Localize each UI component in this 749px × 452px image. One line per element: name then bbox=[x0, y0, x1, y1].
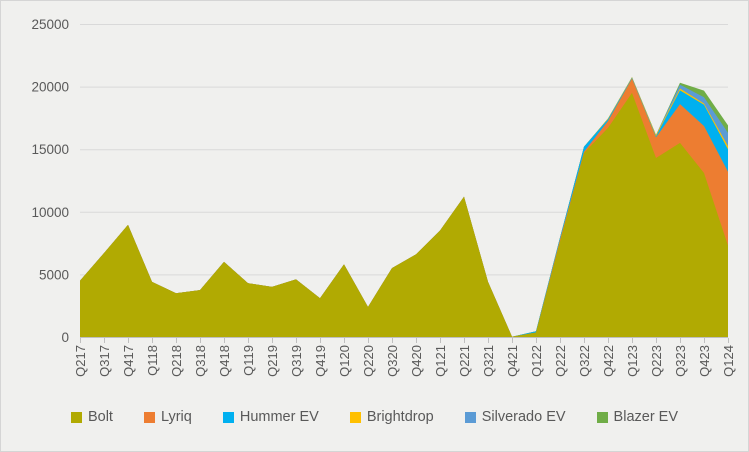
chart-legend: Bolt Lyriq Hummer EV Brightdrop Silverad… bbox=[1, 402, 748, 432]
x-axis-label-q222: Q222 bbox=[553, 345, 568, 377]
x-axis-label-q319: Q319 bbox=[289, 345, 304, 377]
x-axis-label-q318: Q318 bbox=[193, 345, 208, 377]
legend-item-silverado-ev[interactable]: Silverado EV bbox=[464, 409, 566, 425]
x-axis-label-q417: Q417 bbox=[121, 345, 136, 377]
legend-label-bolt: Bolt bbox=[87, 409, 113, 425]
legend-label-blazer-ev: Blazer EV bbox=[613, 409, 679, 425]
x-axis-label-q122: Q122 bbox=[529, 345, 544, 377]
x-axis-label-q323: Q323 bbox=[673, 345, 688, 377]
legend-swatch-silverado-ev bbox=[464, 411, 476, 423]
legend-swatch-brightdrop bbox=[349, 411, 361, 423]
x-axis-label-q221: Q221 bbox=[457, 345, 472, 377]
x-axis-label-q124: Q124 bbox=[721, 345, 736, 377]
legend-item-blazer-ev[interactable]: Blazer EV bbox=[596, 409, 679, 425]
legend-label-hummer-ev: Hummer EV bbox=[239, 409, 319, 425]
x-axis-label-q317: Q317 bbox=[97, 345, 112, 377]
x-axis-label-q118: Q118 bbox=[145, 345, 160, 376]
y-axis-label-5000: 5000 bbox=[39, 267, 69, 282]
legend-swatch-bolt bbox=[70, 411, 82, 423]
area-series-bolt[interactable] bbox=[80, 92, 728, 338]
x-axis-label-q321: Q321 bbox=[481, 345, 496, 377]
x-axis-label-q420: Q420 bbox=[409, 345, 424, 377]
x-axis-label-q223: Q223 bbox=[649, 345, 664, 377]
x-axis-label-q218: Q218 bbox=[169, 345, 184, 377]
legend-label-silverado-ev: Silverado EV bbox=[481, 409, 566, 425]
legend-item-bolt[interactable]: Bolt bbox=[70, 409, 113, 425]
x-axis-label-q423: Q423 bbox=[697, 345, 712, 377]
legend-label-lyriq: Lyriq bbox=[160, 409, 192, 425]
x-axis-label-q121: Q121 bbox=[433, 345, 448, 377]
x-axis-label-q421: Q421 bbox=[505, 345, 520, 377]
x-axis-label-q322: Q322 bbox=[577, 345, 592, 377]
x-axis-label-q320: Q320 bbox=[385, 345, 400, 377]
legend-swatch-lyriq bbox=[143, 411, 155, 423]
y-axis-label-20000: 20000 bbox=[31, 80, 69, 95]
y-axis-label-10000: 10000 bbox=[31, 205, 69, 220]
x-axis-label-q120: Q120 bbox=[337, 345, 352, 377]
x-axis-label-q219: Q219 bbox=[265, 345, 280, 377]
plot-svg: 0 5000 10000 15000 20000 25000 Q217 Q317 Q417 Q11… bbox=[31, 17, 736, 377]
x-axis-label-q422: Q422 bbox=[601, 345, 616, 377]
legend-item-brightdrop[interactable]: Brightdrop bbox=[349, 409, 434, 425]
x-axis-label-q119: Q119 bbox=[241, 345, 256, 376]
legend-swatch-hummer-ev bbox=[222, 411, 234, 423]
x-axis-label-q418: Q418 bbox=[217, 345, 232, 377]
x-axis-label-q123: Q123 bbox=[625, 345, 640, 377]
y-axis-label-0: 0 bbox=[61, 330, 69, 345]
y-axis-label-15000: 15000 bbox=[31, 142, 69, 157]
y-axis-label-25000: 25000 bbox=[31, 17, 69, 32]
x-axis-label-q220: Q220 bbox=[361, 345, 376, 377]
x-axis-label-q419: Q419 bbox=[313, 345, 328, 377]
legend-label-brightdrop: Brightdrop bbox=[366, 409, 434, 425]
legend-swatch-blazer-ev bbox=[596, 411, 608, 423]
legend-item-hummer-ev[interactable]: Hummer EV bbox=[222, 409, 319, 425]
x-axis-label-q217: Q217 bbox=[73, 345, 88, 377]
legend-item-lyriq[interactable]: Lyriq bbox=[143, 409, 192, 425]
